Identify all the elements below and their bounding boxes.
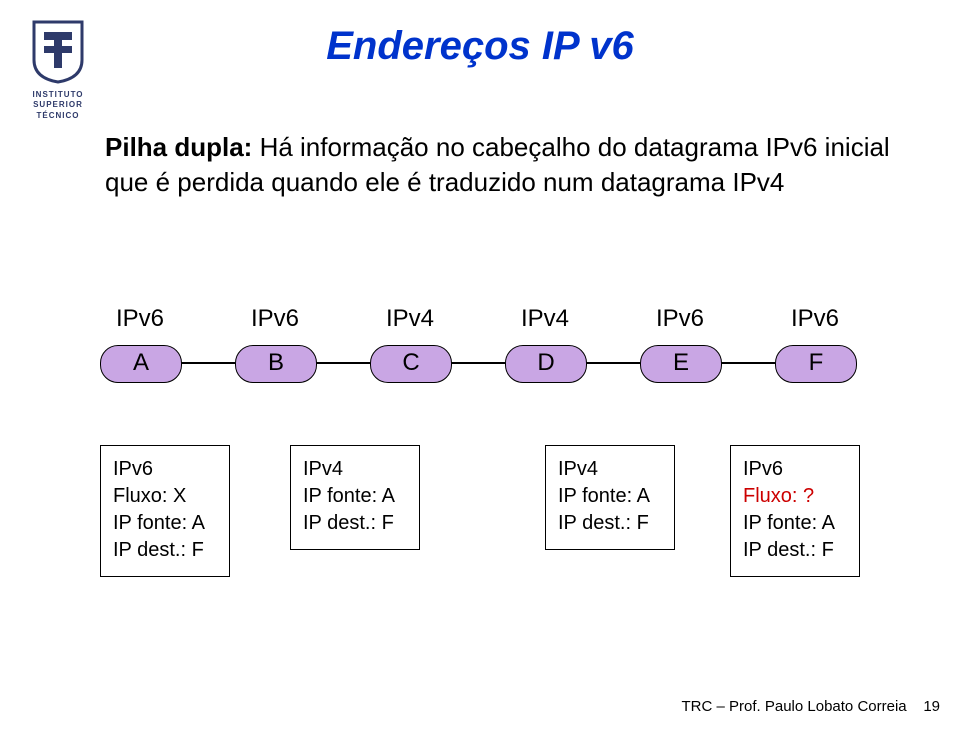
network-node: E <box>640 345 722 383</box>
logo-line2: SUPERIOR <box>22 100 94 110</box>
footer-text: TRC – Prof. Paulo Lobato Correia <box>682 698 907 715</box>
intro-paragraph: Pilha dupla: Há informação no cabeçalho … <box>105 130 900 200</box>
packet-box: IPv4IP fonte: AIP dest.: F <box>545 445 675 550</box>
packet-line: IPv6 <box>113 456 217 483</box>
packet-line: IP dest.: F <box>743 537 847 564</box>
footer-page: 19 <box>923 698 940 715</box>
packet-line: Fluxo: X <box>113 483 217 510</box>
packet-line: IP fonte: A <box>303 483 407 510</box>
protocol-label: IPv6 <box>640 305 720 333</box>
network-node: F <box>775 345 857 383</box>
link-line <box>450 362 505 364</box>
link-line <box>315 362 370 364</box>
packet-line: IP fonte: A <box>113 510 217 537</box>
network-node: C <box>370 345 452 383</box>
packet-box: IPv6Fluxo: ?IP fonte: AIP dest.: F <box>730 445 860 577</box>
packet-box: IPv6Fluxo: XIP fonte: AIP dest.: F <box>100 445 230 577</box>
page-title: Endereços IP v6 <box>0 24 960 69</box>
packet-line: IP fonte: A <box>558 483 662 510</box>
protocol-label: IPv6 <box>235 305 315 333</box>
packet-line: IPv4 <box>558 456 662 483</box>
protocol-label: IPv4 <box>370 305 450 333</box>
network-node: B <box>235 345 317 383</box>
packet-line: IP fonte: A <box>743 510 847 537</box>
logo-line3: TÉCNICO <box>22 111 94 121</box>
logo-text: INSTITUTO SUPERIOR TÉCNICO <box>22 90 94 121</box>
network-node: A <box>100 345 182 383</box>
packet-line: IP dest.: F <box>558 510 662 537</box>
link-line <box>720 362 775 364</box>
packet-line: IPv4 <box>303 456 407 483</box>
intro-lead: Pilha dupla: <box>105 132 252 162</box>
logo-line1: INSTITUTO <box>22 90 94 100</box>
packet-boxes: IPv6Fluxo: XIP fonte: AIP dest.: FIPv4IP… <box>100 445 860 585</box>
network-node: D <box>505 345 587 383</box>
packet-box: IPv4IP fonte: AIP dest.: F <box>290 445 420 550</box>
protocol-label: IPv6 <box>775 305 855 333</box>
network-diagram: IPv6 A IPv6 B IPv4 C IPv4 D IPv6 E IPv6 F <box>100 305 860 415</box>
protocol-label: IPv4 <box>505 305 585 333</box>
slide-footer: TRC – Prof. Paulo Lobato Correia 19 <box>682 698 940 715</box>
link-line <box>180 362 235 364</box>
packet-line: IPv6 <box>743 456 847 483</box>
packet-line: IP dest.: F <box>113 537 217 564</box>
protocol-label: IPv6 <box>100 305 180 333</box>
packet-line: IP dest.: F <box>303 510 407 537</box>
packet-line: Fluxo: ? <box>743 483 847 510</box>
link-line <box>585 362 640 364</box>
